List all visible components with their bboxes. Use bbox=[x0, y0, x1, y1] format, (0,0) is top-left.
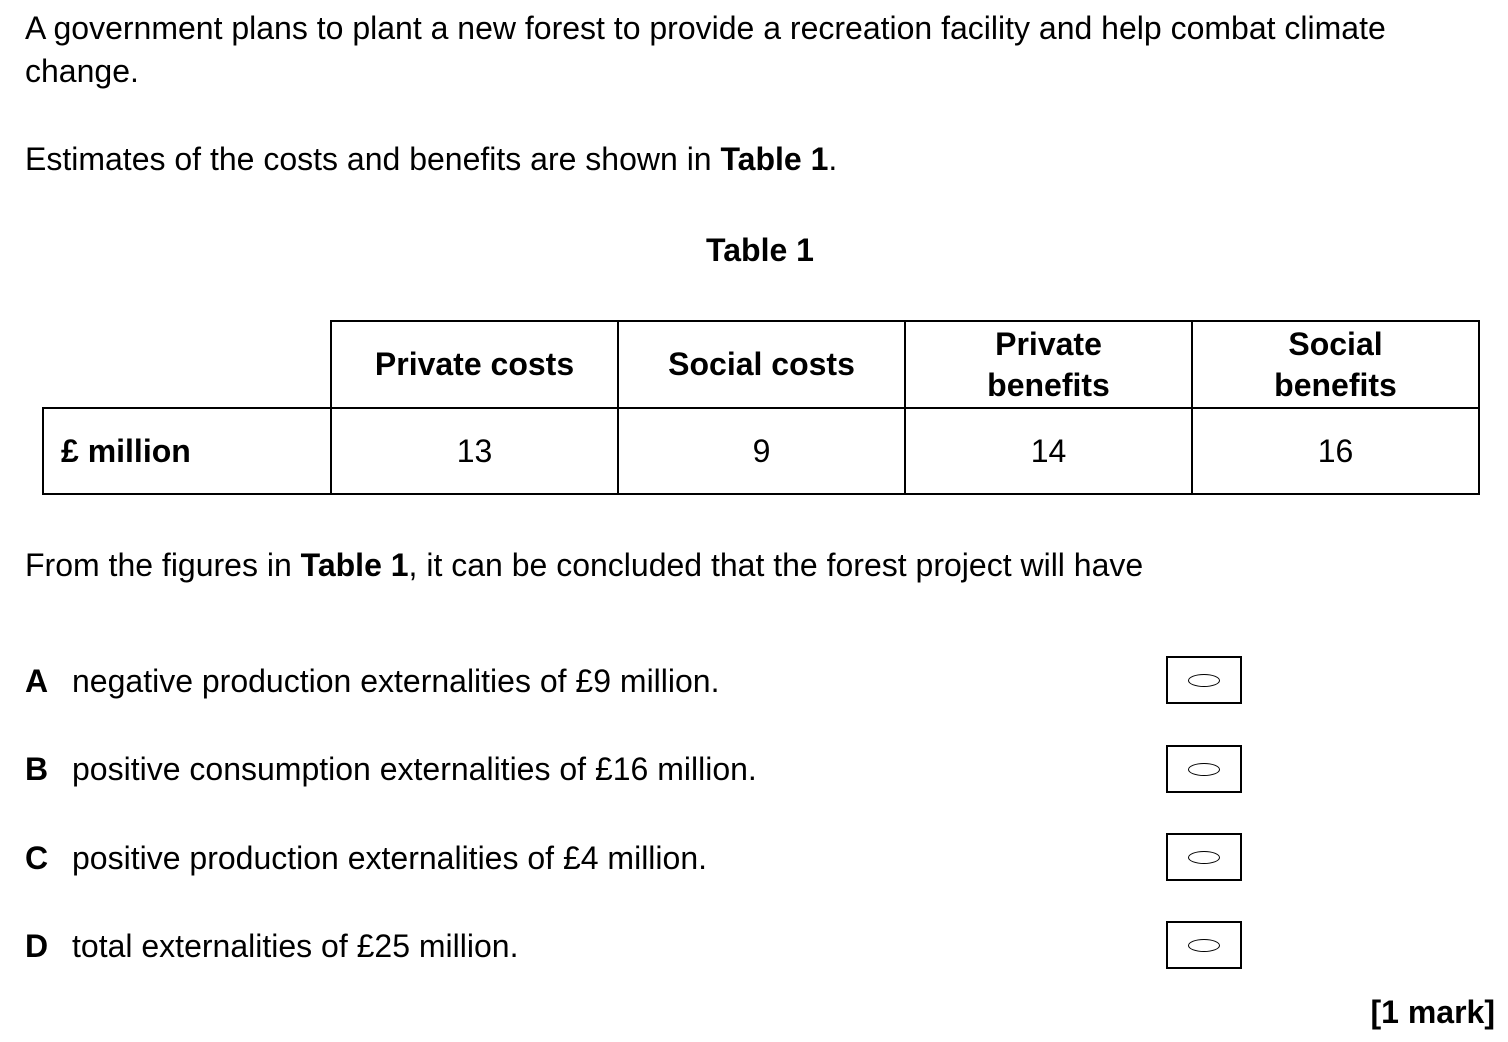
mark-allocation: [1 mark] bbox=[1370, 994, 1496, 1030]
option-a-letter: A bbox=[25, 663, 49, 699]
header-social-costs-line-1: Social costs bbox=[668, 346, 855, 382]
estimates-sentence: Estimates of the costs and benefits are … bbox=[25, 138, 837, 181]
option-a-answer-box[interactable] bbox=[1166, 656, 1242, 704]
header-private-benefits-line-1: Private bbox=[995, 325, 1102, 362]
header-social-benefits-line-2: benefits bbox=[1274, 366, 1397, 403]
option-d-answer-box[interactable] bbox=[1166, 921, 1242, 969]
table-row: £ million 13 9 14 16 bbox=[42, 407, 1480, 495]
table-title: Table 1 bbox=[706, 232, 814, 268]
stem-text-continued: , it can be concluded that the forest pr… bbox=[408, 547, 1144, 583]
option-c-answer-box[interactable] bbox=[1166, 833, 1242, 881]
option-d-bubble-icon bbox=[1188, 938, 1220, 952]
value-social-costs: 9 bbox=[617, 407, 906, 495]
table-reference: Table 1 bbox=[720, 141, 829, 177]
header-private-benefits: Private benefits bbox=[904, 320, 1193, 409]
option-a-text: negative production externalities of £9 … bbox=[72, 663, 720, 699]
stem-text: From the figures in bbox=[25, 547, 301, 583]
option-c-bubble-icon bbox=[1188, 850, 1220, 864]
option-c-text: positive production externalities of £4 … bbox=[72, 840, 707, 876]
table-corner-cell bbox=[43, 321, 332, 409]
header-social-benefits: Social benefits bbox=[1191, 320, 1480, 409]
option-d-letter: D bbox=[25, 928, 49, 964]
option-c-letter: C bbox=[25, 840, 49, 876]
value-private-costs: 13 bbox=[330, 407, 619, 495]
option-b-answer-box[interactable] bbox=[1166, 745, 1242, 793]
question-intro: A government plans to plant a new forest… bbox=[25, 10, 1386, 89]
stem-table-reference: Table 1 bbox=[300, 547, 409, 583]
header-private-benefits-line-2: benefits bbox=[987, 366, 1110, 403]
option-d-text: total externalities of £25 million. bbox=[72, 928, 519, 964]
header-social-benefits-line-1: Social bbox=[1288, 325, 1383, 362]
value-private-benefits: 14 bbox=[904, 407, 1193, 495]
costs-benefits-table: Private costs Social costs Private benefi… bbox=[42, 320, 1480, 495]
value-social-benefits: 16 bbox=[1191, 407, 1480, 495]
question-stem: From the figures in Table 1, it can be c… bbox=[25, 544, 1143, 587]
header-private-costs: Private costs bbox=[330, 320, 619, 409]
option-b-bubble-icon bbox=[1188, 762, 1220, 776]
option-a-bubble-icon bbox=[1188, 673, 1220, 687]
estimates-text: Estimates of the costs and benefits are … bbox=[25, 141, 721, 177]
header-private-costs-line-1: Private costs bbox=[374, 346, 575, 382]
estimates-period: . bbox=[828, 141, 838, 177]
header-social-costs: Social costs bbox=[617, 320, 906, 409]
table-header-row: Private costs Social costs Private benefi… bbox=[43, 320, 1480, 409]
row-label-million: £ million bbox=[42, 407, 332, 495]
option-b-text: positive consumption externalities of £1… bbox=[72, 751, 757, 787]
option-b-letter: B bbox=[25, 751, 49, 787]
